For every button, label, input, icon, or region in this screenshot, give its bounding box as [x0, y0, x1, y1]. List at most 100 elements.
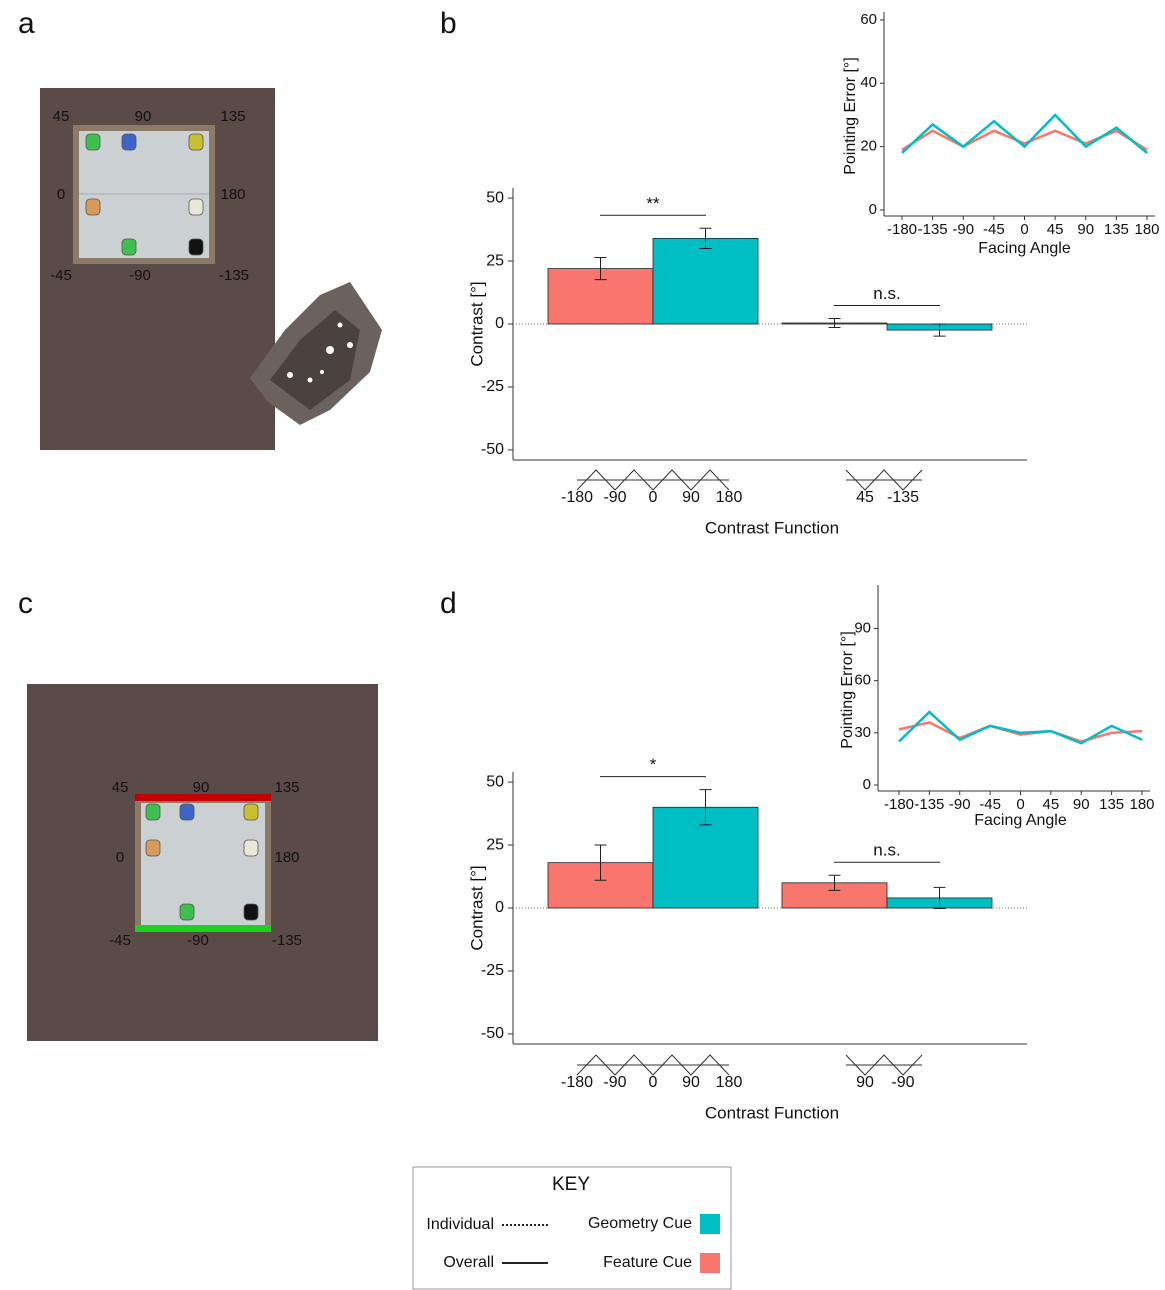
angle-label: 135: [220, 108, 245, 125]
angle-label: 180: [274, 849, 299, 866]
scene-object: [85, 198, 101, 216]
scene-object: [188, 133, 204, 151]
significance-label: n.s.: [873, 284, 900, 303]
x-axis-title: Contrast Function: [705, 518, 839, 537]
x-tick-label: -45: [979, 796, 1001, 813]
error-bar: [933, 886, 946, 910]
y-tick-label: 0: [869, 201, 877, 218]
key-swatch: [700, 1214, 720, 1234]
x-tick-label: 90: [682, 489, 700, 506]
x-tick-label: -135: [914, 796, 944, 813]
y-tick-label: 0: [495, 899, 504, 916]
scene-object: [243, 903, 259, 921]
key-cue: Geometry Cue: [588, 1215, 692, 1232]
angle-label: 0: [116, 849, 124, 866]
y-axis-title: Pointing Error [°]: [842, 57, 859, 175]
significance-label: n.s.: [873, 841, 900, 860]
y-tick-label: 0: [863, 776, 871, 793]
significance-label: **: [646, 194, 660, 213]
angle-label: -45: [109, 932, 131, 949]
x-axis-title: Facing Angle: [978, 240, 1071, 257]
error-bar: [828, 317, 841, 329]
x-tick-label: -90: [952, 221, 974, 238]
x-tick-label: 90: [1073, 796, 1090, 813]
angle-label: -135: [219, 267, 249, 284]
angle-label: 45: [112, 779, 129, 796]
red-wall: [135, 794, 271, 801]
x-tick-label: 180: [1129, 796, 1154, 813]
error-bar: [594, 257, 607, 281]
overall-line: [901, 113, 1148, 154]
x-tick-label: 0: [1016, 796, 1024, 813]
x-tick-label: 180: [1134, 221, 1159, 238]
angle-label: -135: [272, 932, 302, 949]
scene-object: [145, 803, 161, 821]
green-wall: [135, 925, 271, 932]
angle-label: -90: [187, 932, 209, 949]
key-cue: Feature Cue: [603, 1254, 692, 1271]
x-tick-label: 135: [1099, 796, 1124, 813]
x-tick-label: -45: [983, 221, 1005, 238]
panel-label: c: [18, 587, 33, 620]
scene-object: [243, 839, 259, 857]
angle-label: 90: [193, 779, 210, 796]
y-axis-title: Contrast [°]: [467, 865, 486, 950]
x-tick-label: 45: [1043, 796, 1060, 813]
x-tick-label: -135: [918, 221, 948, 238]
y-tick-label: 25: [486, 252, 504, 269]
y-tick-label: 60: [854, 672, 871, 689]
y-tick-label: 25: [486, 836, 504, 853]
x-tick-label: 180: [716, 489, 743, 506]
x-tick-label: -180: [884, 796, 914, 813]
x-axis-title: Contrast Function: [705, 1103, 839, 1122]
scene-object: [145, 839, 161, 857]
panel-label: a: [18, 7, 35, 40]
y-tick-label: 50: [486, 189, 504, 206]
angle-label: 90: [135, 108, 152, 125]
scene-object: [188, 238, 204, 256]
angle-label: 135: [274, 779, 299, 796]
y-tick-label: 60: [860, 11, 877, 28]
x-tick-label: -180: [887, 221, 917, 238]
error-bar: [699, 227, 712, 249]
y-tick-label: -50: [481, 441, 504, 458]
angle-label: 180: [220, 186, 245, 203]
contrast-function-icon: [576, 469, 730, 491]
key-box: [412, 1166, 732, 1290]
rock-shadow: [270, 310, 360, 410]
panel-label: d: [440, 587, 457, 620]
y-tick-label: 30: [854, 724, 871, 741]
y-tick-label: 50: [486, 773, 504, 790]
y-axis-title: Contrast [°]: [467, 281, 486, 366]
y-tick-label: 0: [495, 315, 504, 332]
x-tick-label: 90: [682, 1074, 700, 1091]
x-tick-label: 90: [1077, 221, 1094, 238]
bar: [652, 237, 759, 325]
overall-line: [898, 710, 1143, 745]
x-tick-label: -90: [603, 489, 626, 506]
scene-object: [243, 803, 259, 821]
key-line-type: Overall: [443, 1254, 494, 1271]
arena-floor: [141, 803, 265, 925]
y-tick-label: 20: [860, 138, 877, 155]
error-bar: [699, 789, 712, 826]
y-tick-label: 90: [854, 619, 871, 636]
y-tick-label: -25: [481, 962, 504, 979]
x-tick-label: 0: [649, 1074, 658, 1091]
scene-object: [188, 198, 204, 216]
y-tick-label: -50: [481, 1025, 504, 1042]
scene-object: [85, 133, 101, 151]
scene-object: [121, 133, 137, 151]
x-axis-title: Facing Angle: [974, 812, 1067, 829]
x-tick-label: -180: [561, 489, 593, 506]
key-swatch: [700, 1253, 720, 1273]
error-bar: [828, 874, 841, 891]
x-tick-label: -90: [949, 796, 971, 813]
y-tick-label: -25: [481, 378, 504, 395]
x-tick-label: 180: [716, 1074, 743, 1091]
x-tick-label: -135: [887, 489, 919, 506]
y-axis-title: Pointing Error [°]: [839, 631, 856, 749]
angle-label: 45: [53, 108, 70, 125]
error-bar: [594, 844, 607, 881]
